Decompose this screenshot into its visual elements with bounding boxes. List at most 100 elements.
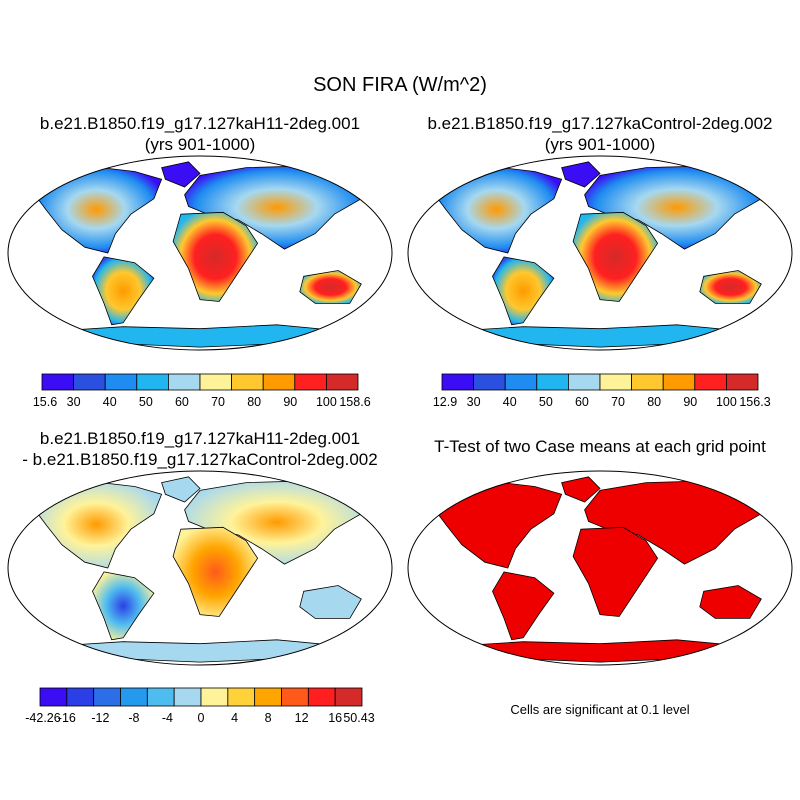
panel3-title: b.e21.B1850.f19_g17.127kaH11-2deg.001 - …: [0, 428, 400, 470]
colorbar-tick-label: 50: [139, 395, 153, 409]
colorbar-tick-label: 0: [198, 711, 205, 725]
colorbar-box: [146, 687, 175, 707]
colorbar-tick-label: 80: [247, 395, 261, 409]
colorbar-tick-label: 30: [67, 395, 81, 409]
colorbar-box: [334, 687, 363, 707]
land-antarctica: [60, 639, 340, 663]
land-antarctica: [460, 324, 740, 348]
colorbar-tick-label: 40: [103, 395, 117, 409]
colorbar-tick-label: 90: [283, 395, 297, 409]
land-australia: [699, 585, 762, 619]
colorbar-tick-label: 70: [611, 395, 625, 409]
colorbar-tick-label: 8: [265, 711, 272, 725]
colorbar-box: [200, 687, 229, 707]
colorbar-max-label: 50.43: [343, 711, 374, 725]
colorbar-min-label: -42.26: [25, 711, 60, 725]
colorbar-box: [307, 687, 336, 707]
map-border: [7, 155, 393, 351]
colorbar-tick-label: 30: [467, 395, 481, 409]
land-south-america: [492, 256, 555, 326]
panel4-note: Cells are significant at 0.1 level: [510, 702, 690, 717]
colorbar-tick-label: 80: [647, 395, 661, 409]
land-africa: [572, 211, 659, 302]
colorbar-tick-label: -16: [58, 711, 76, 725]
colorbar-box: [726, 373, 759, 391]
colorbar-tick-label: 4: [231, 711, 238, 725]
colorbar-box: [199, 373, 233, 391]
colorbar-box: [173, 687, 202, 707]
land-south-america: [492, 571, 555, 641]
land-south-america: [92, 571, 155, 641]
land-south-america: [92, 256, 155, 326]
colorbar-3: -42.26-16 -12 -8 -4 0 4 8 12 16 50.43: [25, 687, 375, 725]
colorbar-box: [167, 373, 201, 391]
colorbar-box: [93, 687, 121, 707]
colorbar-box: [227, 687, 256, 707]
colorbar-tick-label: 90: [683, 395, 697, 409]
colorbar-box: [66, 687, 95, 707]
panel2-title-line2: (yrs 901-1000): [544, 135, 656, 154]
panel4-title: T-Test of two Case means at each grid po…: [434, 437, 766, 456]
colorbar-min-label: 15.6: [33, 395, 57, 409]
map-panel-3: [7, 470, 393, 666]
colorbar-box: [136, 373, 169, 391]
colorbar-box: [73, 373, 106, 391]
colorbar-tick-label: 16: [328, 711, 342, 725]
panel3-title-line2: - b.e21.B1850.f19_g17.127kaControl-2deg.…: [22, 450, 378, 469]
colorbar-tick-label: 50: [539, 395, 553, 409]
colorbar-tick-label: 60: [575, 395, 589, 409]
colorbar-box: [39, 687, 68, 707]
panel1-title: b.e21.B1850.f19_g17.127kaH11-2deg.001 (y…: [0, 113, 400, 155]
colorbar-box: [694, 373, 727, 391]
land-australia: [299, 585, 362, 619]
colorbar-2: 12.9 30 40 50 60 70 80 90 100 156.3: [433, 373, 771, 409]
land-australia: [699, 270, 762, 304]
colorbar-tick-label: -4: [162, 711, 173, 725]
land-australia: [299, 270, 362, 304]
land-antarctica: [460, 639, 740, 663]
colorbar-box: [536, 373, 569, 391]
colorbar-box: [104, 373, 138, 391]
map-border: [407, 470, 793, 666]
panel1-title-line2: (yrs 901-1000): [144, 135, 256, 154]
map-border: [407, 155, 793, 351]
land-greenland: [561, 476, 601, 503]
colorbar-box: [504, 373, 538, 391]
colorbar-tick-label: 40: [503, 395, 517, 409]
colorbar-box: [599, 373, 633, 391]
colorbar-box: [631, 373, 664, 391]
panel1-title-line1: b.e21.B1850.f19_g17.127kaH11-2deg.001: [39, 114, 361, 133]
land-africa: [572, 526, 659, 617]
land-north-america: [30, 165, 163, 254]
panel2-title: b.e21.B1850.f19_g17.127kaControl-2deg.00…: [400, 113, 800, 155]
colorbar-box: [294, 373, 327, 391]
colorbar-tick-label: 12: [295, 711, 309, 725]
colorbar-box: [41, 373, 75, 391]
colorbar-min-label: 12.9: [433, 395, 457, 409]
colorbar-box: [473, 373, 506, 391]
panel2-title-line1: b.e21.B1850.f19_g17.127kaControl-2deg.00…: [427, 114, 773, 133]
panel3-title-line1: b.e21.B1850.f19_g17.127kaH11-2deg.001: [39, 429, 361, 448]
land-greenland: [561, 161, 601, 188]
map-border: [7, 470, 393, 666]
colorbar-tick-label: -8: [128, 711, 139, 725]
colorbar-max-label: 158.6: [339, 395, 370, 409]
colorbar-box: [231, 373, 264, 391]
map-panel-4: [407, 470, 793, 666]
colorbar-tick-label: 70: [211, 395, 225, 409]
land-north-america: [30, 480, 163, 569]
colorbar-box: [568, 373, 601, 391]
land-antarctica: [60, 324, 340, 348]
colorbar-box: [262, 373, 296, 391]
land-greenland: [161, 476, 201, 503]
land-africa: [172, 526, 259, 617]
map-panel-2: [407, 155, 793, 351]
colorbar-tick-label: 100: [716, 395, 737, 409]
map-panel-1: [7, 155, 393, 351]
land-greenland: [161, 161, 201, 188]
colorbar-tick-label: 100: [316, 395, 337, 409]
land-africa: [172, 211, 259, 302]
colorbar-max-label: 156.3: [739, 395, 770, 409]
